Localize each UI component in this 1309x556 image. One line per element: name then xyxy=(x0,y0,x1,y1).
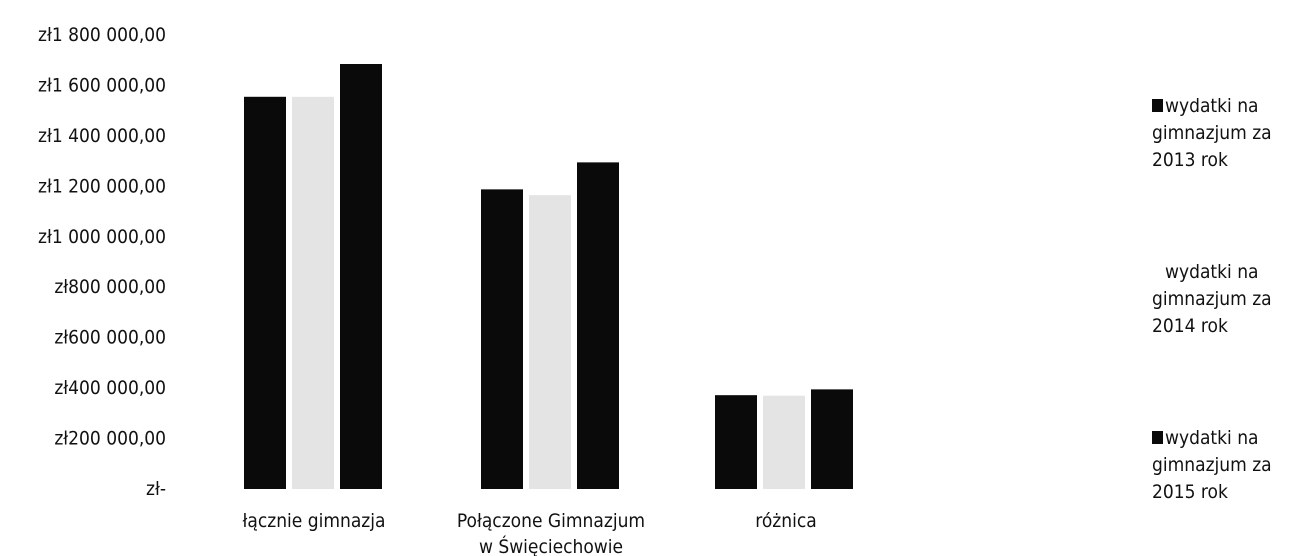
legend: wydatki na gimnazjum za 2013 rok wydatki… xyxy=(1152,0,1309,556)
bar xyxy=(715,395,757,489)
y-tick-label: zł- xyxy=(146,478,166,500)
y-tick-label: zł800 000,00 xyxy=(54,276,166,298)
legend-label-2014: wydatki na gimnazjum za 2014 rok xyxy=(1152,261,1272,337)
legend-swatch-2013 xyxy=(1152,99,1163,112)
legend-label-2015: wydatki na gimnazjum za 2015 rok xyxy=(1152,427,1272,503)
y-tick-label: zł600 000,00 xyxy=(54,327,166,349)
legend-item-2014: wydatki na gimnazjum za 2014 rok xyxy=(1152,259,1309,340)
legend-item-2015: wydatki na gimnazjum za 2015 rok xyxy=(1152,425,1309,506)
bar xyxy=(529,195,571,489)
category-label: Połączone Gimnazjum w Święciechowie xyxy=(457,510,645,556)
bar xyxy=(292,96,334,490)
x-axis-category-labels: łącznie gimnazja Połączone Gimnazjum w Świ… xyxy=(243,510,817,556)
y-axis-tick-labels: zł1 800 000,00 zł1 600 000,00 zł1 400 000,… xyxy=(38,24,166,500)
y-tick-label: zł1 200 000,00 xyxy=(38,175,166,197)
y-tick-label: zł1 400 000,00 xyxy=(38,125,166,147)
bar xyxy=(763,395,805,489)
legend-item-2013: wydatki na gimnazjum za 2013 rok xyxy=(1152,93,1309,174)
legend-swatch-2014 xyxy=(1152,265,1163,278)
category-label: łącznie gimnazja xyxy=(243,510,386,532)
category-label: różnica xyxy=(755,510,817,532)
legend-swatch-2015 xyxy=(1152,431,1163,444)
bar xyxy=(577,162,619,489)
bar xyxy=(340,64,382,489)
y-tick-label: zł1 600 000,00 xyxy=(38,74,166,96)
bar xyxy=(481,189,523,490)
y-tick-label: zł1 000 000,00 xyxy=(38,226,166,248)
legend-label-2013: wydatki na gimnazjum za 2013 rok xyxy=(1152,95,1272,171)
bar xyxy=(244,96,286,490)
y-tick-label: zł1 800 000,00 xyxy=(38,24,166,46)
bar-chart: zł1 800 000,00 zł1 600 000,00 zł1 400 000,… xyxy=(38,24,853,556)
y-tick-label: zł400 000,00 xyxy=(54,377,166,399)
bars xyxy=(244,64,853,490)
y-tick-label: zł200 000,00 xyxy=(54,428,166,450)
bar xyxy=(811,389,853,489)
